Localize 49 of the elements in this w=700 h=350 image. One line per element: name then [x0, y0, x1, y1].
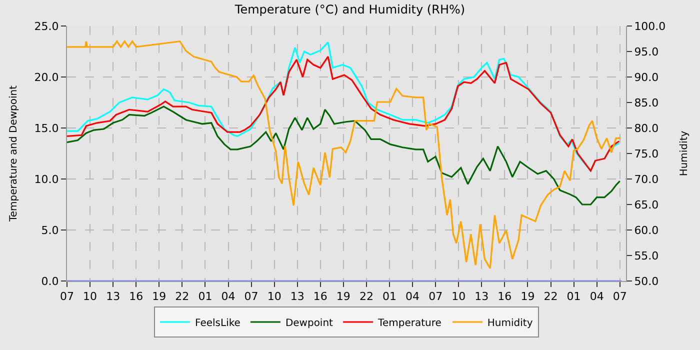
x-tick-label: 19: [520, 290, 535, 304]
y2-tick-label: 50.0: [634, 274, 659, 288]
y-tick-label: 10.0: [34, 172, 59, 186]
x-tick-label: 22: [544, 290, 558, 304]
y2-axis-title: Humidity: [679, 130, 690, 176]
x-tick-label: 13: [474, 290, 489, 304]
y2-tick-label: 65.0: [634, 198, 659, 212]
legend-label: FeelsLike: [195, 318, 240, 329]
y2-tick-label: 80.0: [634, 122, 659, 135]
x-tick-label: 19: [152, 290, 166, 304]
legend-label: Temperature: [377, 318, 442, 329]
x-tick-label: 07: [60, 290, 74, 304]
x-tick-label: 04: [590, 290, 604, 304]
y-tick-label: 20.0: [34, 70, 59, 84]
y2-tick-label: 85.0: [634, 96, 659, 110]
y2-tick-label: 95.0: [634, 45, 659, 58]
y2-tick-label: 70.0: [634, 172, 659, 186]
x-tick-label: 04: [406, 290, 420, 304]
x-tick-label: 16: [498, 290, 512, 304]
x-tick-label: 10: [267, 290, 282, 304]
y2-tick-label: 55.0: [634, 249, 659, 262]
x-tick-label: 01: [566, 290, 581, 304]
x-tick-label: 22: [359, 290, 374, 304]
legend-label: Humidity: [487, 318, 533, 329]
y2-tick-label: 75.0: [634, 147, 659, 160]
x-tick-label: 16: [129, 290, 144, 304]
x-tick-label: 10: [452, 290, 466, 304]
x-tick-label: 07: [428, 290, 443, 304]
legend-label: Dewpoint: [285, 318, 334, 329]
x-tick-label: 13: [290, 290, 304, 304]
y-tick-label: 25.0: [34, 20, 59, 33]
y-tick-label: 5.0: [41, 224, 59, 237]
x-tick-label: 10: [83, 290, 98, 304]
x-tick-label: 22: [175, 290, 190, 304]
y-tick-label: 0.0: [41, 274, 59, 288]
y2-tick-label: 60.0: [634, 224, 659, 237]
x-tick-label: 07: [244, 290, 258, 304]
x-tick-label: 07: [612, 290, 627, 304]
x-tick-label: 16: [313, 290, 328, 304]
x-tick-label: 13: [106, 290, 120, 304]
y2-tick-label: 100.0: [634, 20, 666, 33]
y-axis-title: Temperature and Dewpoint: [8, 85, 20, 223]
y2-tick-label: 90.0: [634, 70, 659, 84]
x-tick-label: 04: [221, 290, 236, 304]
x-tick-label: 01: [382, 290, 396, 304]
chart-title: Temperature (°C) and Humidity (RH%): [234, 2, 466, 17]
x-tick-label: 19: [336, 290, 350, 304]
y-tick-label: 15.0: [34, 122, 59, 135]
x-tick-label: 01: [198, 290, 212, 304]
